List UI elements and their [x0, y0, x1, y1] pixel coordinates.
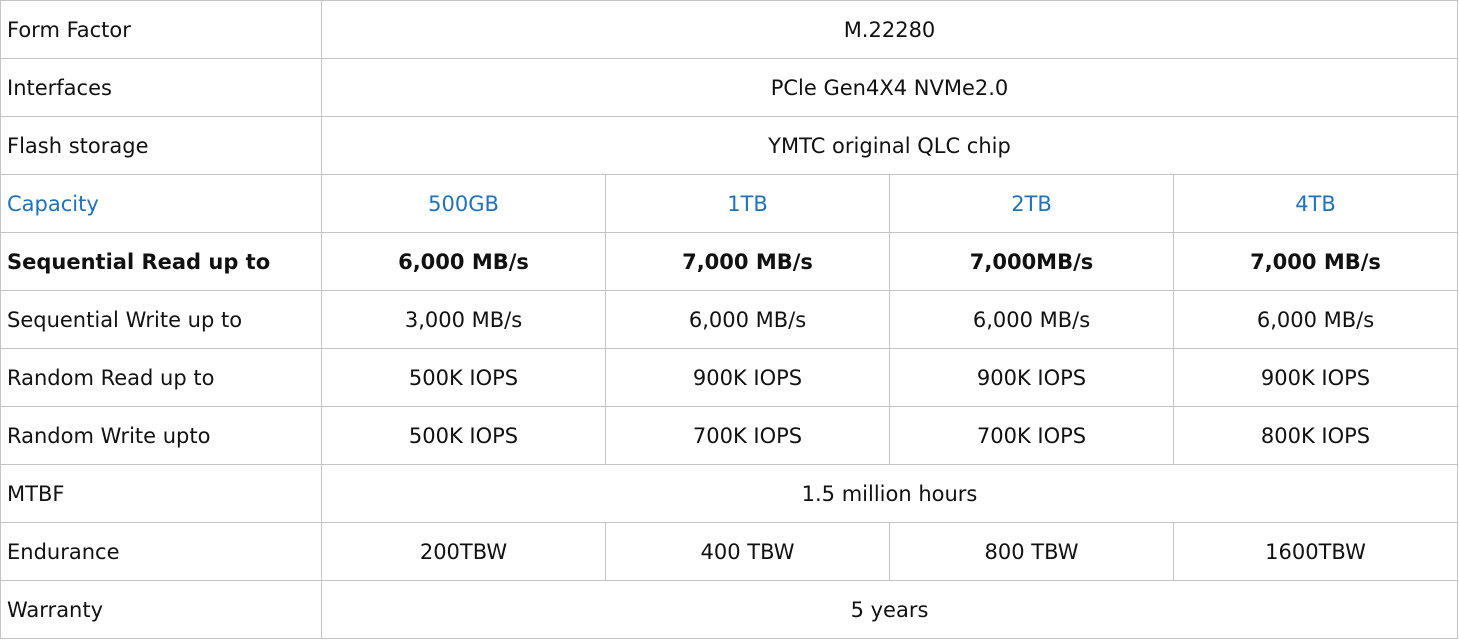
row-value: PCle Gen4X4 NVMe2.0 [321, 58, 1458, 117]
row-value: 500K IOPS [321, 406, 606, 465]
spec-row: Endurance 200TBW 400 TBW 800 TBW 1600TBW [0, 522, 1458, 581]
row-value: 500GB [321, 174, 606, 233]
spec-row: Random Write upto 500K IOPS 700K IOPS 700K … [0, 406, 1458, 465]
row-value: 2TB [889, 174, 1174, 233]
row-value: 7,000 MB/s [605, 232, 890, 291]
row-value: 5 years [321, 580, 1458, 639]
row-value: 1.5 million hours [321, 464, 1458, 523]
row-label: Sequential Read up to [0, 232, 322, 291]
row-value: YMTC original QLC chip [321, 116, 1458, 175]
row-label: Capacity [0, 174, 322, 233]
spec-row: Form Factor M.22280 [0, 0, 1458, 59]
row-value: 6,000 MB/s [605, 290, 890, 349]
row-value: 400 TBW [605, 522, 890, 581]
row-value: 200TBW [321, 522, 606, 581]
spec-row: Interfaces PCle Gen4X4 NVMe2.0 [0, 58, 1458, 117]
spec-row: Sequential Write up to 3,000 MB/s 6,000 MB… [0, 290, 1458, 349]
spec-row: MTBF 1.5 million hours [0, 464, 1458, 523]
row-value: 900K IOPS [1173, 348, 1458, 407]
row-value: M.22280 [321, 0, 1458, 59]
row-label: Warranty [0, 580, 322, 639]
row-label: MTBF [0, 464, 322, 523]
spec-row: Flash storage YMTC original QLC chip [0, 116, 1458, 175]
row-value: 7,000MB/s [889, 232, 1174, 291]
row-value: 900K IOPS [605, 348, 890, 407]
row-label: Random Read up to [0, 348, 322, 407]
row-label: Interfaces [0, 58, 322, 117]
row-value: 6,000 MB/s [889, 290, 1174, 349]
spec-row: Sequential Read up to 6,000 MB/s 7,000 MB/… [0, 232, 1458, 291]
row-value: 1TB [605, 174, 890, 233]
row-value: 3,000 MB/s [321, 290, 606, 349]
spec-row: Capacity 500GB 1TB 2TB 4TB [0, 174, 1458, 233]
row-value: 700K IOPS [605, 406, 890, 465]
row-value: 800 TBW [889, 522, 1174, 581]
row-value: 7,000 MB/s [1173, 232, 1458, 291]
row-value: 700K IOPS [889, 406, 1174, 465]
row-value: 800K IOPS [1173, 406, 1458, 465]
row-value: 4TB [1173, 174, 1458, 233]
row-value: 900K IOPS [889, 348, 1174, 407]
row-label: Random Write upto [0, 406, 322, 465]
spec-row: Random Read up to 500K IOPS 900K IOPS 900K … [0, 348, 1458, 407]
spec-row: Warranty 5 years [0, 580, 1458, 639]
row-value: 500K IOPS [321, 348, 606, 407]
row-label: Flash storage [0, 116, 322, 175]
row-value: 6,000 MB/s [1173, 290, 1458, 349]
row-label: Form Factor [0, 0, 322, 59]
row-value: 1600TBW [1173, 522, 1458, 581]
row-label: Sequential Write up to [0, 290, 322, 349]
row-label: Endurance [0, 522, 322, 581]
row-value: 6,000 MB/s [321, 232, 606, 291]
